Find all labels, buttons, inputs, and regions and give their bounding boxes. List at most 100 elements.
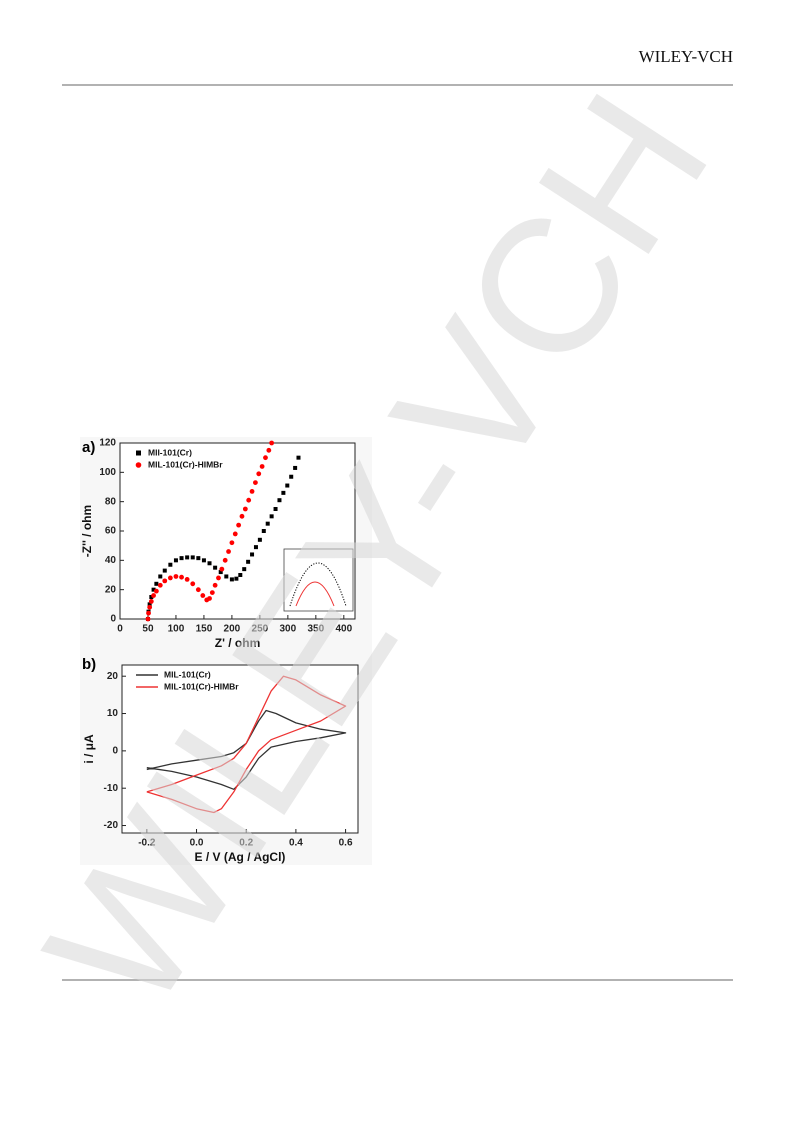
point — [148, 599, 154, 604]
point — [229, 577, 234, 582]
point — [196, 556, 201, 561]
y-tick-label: 0 — [110, 614, 116, 625]
y-tick-label: 40 — [105, 555, 117, 566]
x-axis-label: E / V (Ag / AgCl) — [195, 850, 286, 864]
y-tick-label: 0 — [112, 746, 118, 757]
point — [147, 604, 153, 610]
point — [242, 567, 247, 572]
series-line — [146, 675, 347, 814]
point — [184, 577, 190, 582]
x-tick-label: 0 — [117, 624, 123, 635]
point — [269, 514, 274, 519]
inset-curve — [289, 562, 347, 607]
point — [207, 596, 212, 601]
point — [224, 574, 229, 579]
y-tick-label: 10 — [107, 708, 119, 719]
point — [236, 522, 242, 528]
x-tick-label: 0.0 — [190, 838, 204, 849]
point — [154, 581, 159, 586]
point — [173, 574, 179, 579]
x-tick-label: 150 — [196, 624, 213, 635]
point — [269, 440, 275, 446]
point — [151, 593, 156, 598]
point — [167, 575, 173, 581]
point — [213, 565, 218, 570]
point — [285, 483, 290, 488]
point — [149, 595, 154, 599]
point — [190, 581, 196, 587]
point — [218, 570, 223, 575]
point — [222, 557, 228, 563]
point — [242, 506, 248, 512]
x-tick-label: 350 — [307, 624, 324, 635]
point — [246, 497, 252, 503]
point — [263, 455, 268, 461]
point — [253, 545, 258, 550]
y-tick-label: 120 — [99, 438, 116, 449]
point — [201, 558, 206, 563]
point — [250, 552, 255, 557]
point — [296, 455, 301, 460]
point — [229, 540, 235, 546]
x-tick-label: 200 — [224, 624, 241, 635]
point — [226, 549, 231, 554]
point — [179, 574, 184, 580]
x-tick-label: 50 — [142, 624, 154, 635]
inset-frame — [283, 548, 354, 612]
series-line — [146, 709, 347, 790]
x-axis-label: Z' / ohm — [215, 636, 261, 650]
point — [200, 593, 206, 598]
panel-label: b) — [82, 656, 96, 673]
point — [265, 521, 270, 526]
point — [219, 566, 225, 572]
point — [207, 561, 212, 566]
point — [145, 616, 151, 622]
x-tick-label: 0.6 — [339, 838, 353, 849]
x-tick-label: 0.2 — [239, 838, 253, 849]
legend-swatch — [135, 462, 142, 468]
x-tick-label: 250 — [252, 624, 269, 635]
point — [162, 578, 168, 584]
point — [209, 590, 215, 595]
figure: a)0 50 100 150 200 250 300 350 40002040608010012… — [80, 438, 359, 864]
point — [185, 555, 190, 560]
y-axis-label: -Z'' / ohm — [80, 505, 94, 557]
point — [266, 447, 272, 453]
publisher: WILEY-VCH — [639, 47, 733, 66]
point — [212, 582, 218, 588]
point — [261, 529, 266, 533]
point — [147, 602, 152, 607]
y-tick-label: -20 — [104, 820, 119, 831]
point — [195, 587, 201, 593]
point — [162, 568, 167, 573]
legend-label: MII-101(Cr) — [148, 447, 192, 457]
point — [273, 507, 278, 511]
y-tick-label: 60 — [105, 526, 117, 537]
point — [146, 610, 151, 616]
point — [259, 464, 265, 469]
legend-label: MIL-101(Cr)-HIMBr — [148, 459, 223, 469]
point — [168, 562, 173, 567]
point — [289, 474, 294, 479]
point — [157, 582, 163, 588]
y-tick-label: 20 — [105, 584, 117, 595]
point — [249, 489, 255, 494]
point — [277, 498, 282, 503]
point — [239, 513, 245, 519]
y-axis-label: i / μA — [82, 734, 96, 764]
legend-label: MIL-101(Cr) — [164, 669, 211, 679]
y-tick-label: 100 — [99, 467, 116, 478]
x-tick-label: 0.4 — [289, 838, 303, 849]
inset — [283, 548, 354, 612]
point — [216, 575, 221, 581]
point — [257, 537, 262, 542]
point — [281, 490, 286, 495]
y-tick-label: -10 — [104, 783, 119, 794]
point — [153, 588, 159, 594]
y-tick-label: 80 — [105, 496, 117, 507]
point — [190, 555, 195, 560]
y-tick-label: 20 — [107, 671, 119, 682]
x-tick-label: 400 — [335, 624, 352, 635]
point — [234, 576, 239, 581]
